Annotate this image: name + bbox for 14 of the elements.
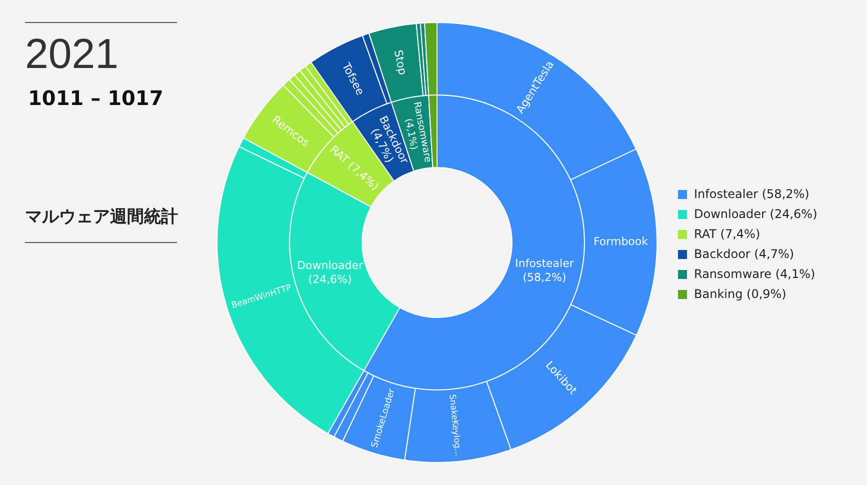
slice-label: Stop (391, 48, 410, 76)
slice-label: Downloader (24,6%) (297, 258, 364, 286)
legend-label: RAT (7,4%) (694, 227, 760, 241)
legend-label: Backdoor (4,7%) (694, 247, 794, 261)
slice-label: Infostealer (58,2%) (515, 256, 574, 284)
text: 1011 – 1017 (28, 86, 164, 110)
legend-label: Infostealer (58,2%) (694, 187, 810, 201)
legend-label: Banking (0,9%) (694, 287, 786, 301)
text: マルウェア週間統計 (25, 206, 179, 228)
legend-label: Ransomware (4,1%) (694, 267, 816, 281)
slice-label: SnakeKeylog... (446, 394, 463, 457)
slice-label: Formbook (593, 235, 649, 248)
chart-title: 2021 (25, 30, 118, 78)
legend-label: Downloader (24,6%) (694, 207, 818, 221)
